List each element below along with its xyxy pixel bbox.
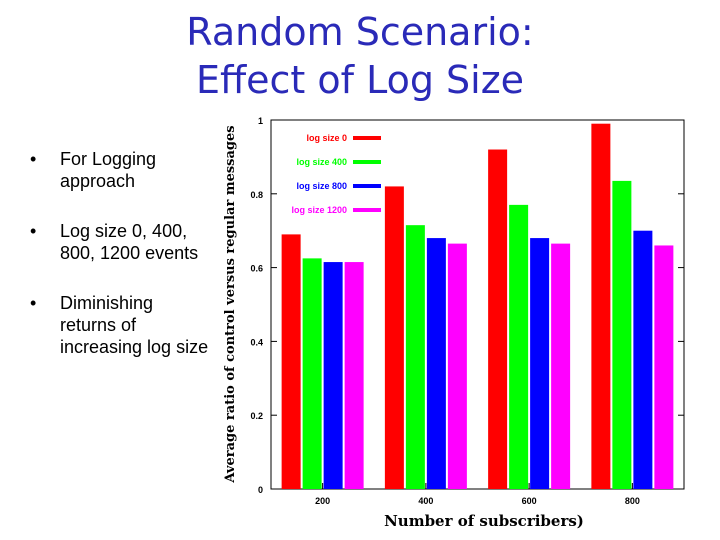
legend-swatch xyxy=(353,208,381,212)
y-tick-label: 0.6 xyxy=(250,264,263,274)
bar xyxy=(488,149,508,489)
x-tick-label: 200 xyxy=(315,496,330,506)
bar xyxy=(447,243,467,489)
bar xyxy=(344,262,364,489)
bullet-text: Diminishing returns of increasing log si… xyxy=(60,293,209,357)
bullet-text: Log size 0, 400, 800, 1200 events xyxy=(60,221,199,263)
bullet-list: • For Logging approach • Log size 0, 400… xyxy=(30,148,210,386)
bar xyxy=(426,238,446,489)
legend-swatch xyxy=(353,184,381,188)
y-axis-label: Average ratio of control versus regular … xyxy=(223,125,238,483)
slide-title-line-1: Random Scenario: xyxy=(186,10,534,54)
bullet-text: For Logging approach xyxy=(60,149,157,191)
legend-label: log size 1200 xyxy=(291,205,347,215)
bullet-dot: • xyxy=(30,293,37,313)
plot-frame xyxy=(270,119,685,490)
legend: log size 0 log size 400 log size 800 log si… xyxy=(291,133,381,215)
bars-group xyxy=(281,123,674,490)
bar xyxy=(281,234,301,489)
bar xyxy=(591,123,611,489)
y-tick-label: 0.8 xyxy=(250,190,263,200)
bar xyxy=(302,258,322,489)
x-ticks-group: 200 400 600 800 xyxy=(315,483,640,506)
x-axis-label: Number of subscribers) xyxy=(384,512,584,530)
bar xyxy=(405,225,425,490)
x-tick-label: 600 xyxy=(522,496,537,506)
bar xyxy=(530,238,550,489)
legend-swatch xyxy=(353,136,381,140)
legend-label: log size 400 xyxy=(296,157,347,167)
slide-title: Random Scenario: Effect of Log Size xyxy=(0,8,720,104)
bar xyxy=(509,204,529,489)
y-tick-label: 0 xyxy=(258,485,263,495)
x-tick-label: 800 xyxy=(625,496,640,506)
legend-swatch xyxy=(353,160,381,164)
bar xyxy=(612,180,632,489)
bar xyxy=(654,245,674,489)
bullet-dot: • xyxy=(30,149,37,169)
y-tick-label: 1 xyxy=(258,116,263,126)
bullet-item: • Diminishing returns of increasing log … xyxy=(30,292,210,358)
bullet-dot: • xyxy=(30,221,37,241)
legend-label: log size 800 xyxy=(296,181,347,191)
bar xyxy=(633,230,653,489)
y-tick-label: 0.2 xyxy=(250,411,263,421)
legend-label: log size 0 xyxy=(306,133,347,143)
bullet-item: • Log size 0, 400, 800, 1200 events xyxy=(30,220,210,264)
bar xyxy=(323,262,343,489)
x-tick-label: 400 xyxy=(418,496,433,506)
y-ticks-group: 0 0.2 0.4 0.6 0.8 1 xyxy=(250,116,684,495)
y-tick-label: 0.4 xyxy=(250,337,263,347)
slide-title-line-2: Effect of Log Size xyxy=(195,58,525,102)
bar xyxy=(551,243,571,489)
bar xyxy=(384,186,404,490)
bullet-item: • For Logging approach xyxy=(30,148,210,192)
